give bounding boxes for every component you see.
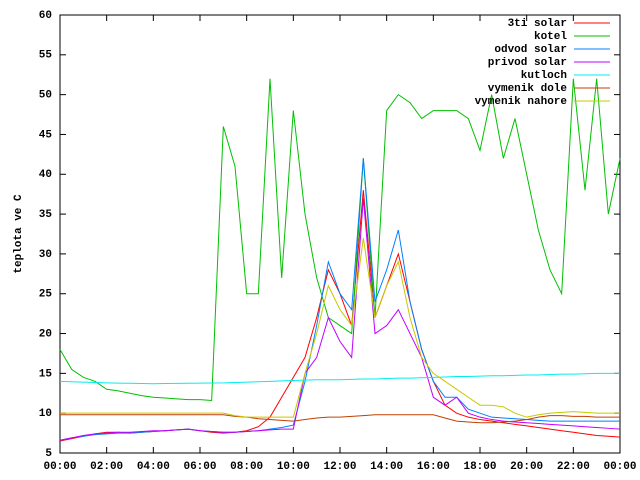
y-tick-label: 20 [39,328,52,340]
legend-label: kotel [534,31,567,43]
y-tick-label: 55 [39,50,53,62]
series-line [60,237,620,418]
x-tick-label: 00:00 [603,461,636,473]
y-tick-label: 60 [39,10,52,22]
y-tick-label: 25 [39,289,53,301]
x-tick-label: 12:00 [323,461,356,473]
y-tick-label: 40 [39,169,52,181]
y-tick-label: 35 [39,209,53,221]
x-tick-label: 02:00 [90,461,123,473]
y-tick-label: 30 [39,249,52,261]
x-tick-label: 20:00 [510,461,543,473]
x-tick-label: 08:00 [230,461,263,473]
series-line [60,414,620,424]
legend-label: 3ti solar [508,18,567,30]
x-tick-label: 06:00 [183,461,216,473]
series-line [59,158,620,441]
y-tick-label: 45 [39,129,53,141]
series-line [59,190,621,442]
x-tick-label: 04:00 [137,461,170,473]
y-axis-label: teplota ve C [13,194,25,274]
legend-label: privod solar [488,57,567,69]
legend-label: vymenik nahore [475,96,568,108]
y-tick-label: 50 [39,90,52,102]
x-tick-label: 16:00 [417,461,450,473]
series-line [59,372,620,385]
x-tick-label: 10:00 [277,461,310,473]
x-tick-label: 14:00 [370,461,403,473]
series-line [59,78,621,401]
x-tick-label: 22:00 [557,461,590,473]
legend-label: odvod solar [494,44,567,56]
x-tick-label: 00:00 [43,461,76,473]
legend-label: kutloch [521,70,567,82]
y-tick-label: 10 [39,408,52,420]
y-tick-label: 5 [45,448,52,460]
series-line [59,198,621,441]
y-tick-label: 15 [39,368,53,380]
legend-label: vymenik dole [488,83,568,95]
x-tick-label: 18:00 [463,461,496,473]
